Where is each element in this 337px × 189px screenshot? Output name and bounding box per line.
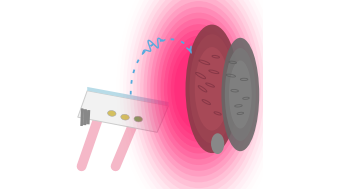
Ellipse shape bbox=[174, 47, 223, 130]
Ellipse shape bbox=[121, 114, 129, 120]
Ellipse shape bbox=[147, 1, 251, 177]
Ellipse shape bbox=[185, 25, 239, 153]
Ellipse shape bbox=[150, 7, 247, 171]
Ellipse shape bbox=[221, 38, 259, 151]
Ellipse shape bbox=[229, 60, 252, 129]
Ellipse shape bbox=[134, 116, 143, 122]
Ellipse shape bbox=[157, 18, 240, 159]
Ellipse shape bbox=[189, 34, 235, 143]
Ellipse shape bbox=[164, 30, 234, 148]
Ellipse shape bbox=[133, 0, 264, 189]
Ellipse shape bbox=[154, 13, 244, 165]
Ellipse shape bbox=[211, 133, 224, 154]
Ellipse shape bbox=[171, 41, 227, 136]
Ellipse shape bbox=[140, 0, 257, 188]
Ellipse shape bbox=[144, 0, 254, 182]
Ellipse shape bbox=[160, 24, 237, 153]
Ellipse shape bbox=[225, 48, 256, 141]
Ellipse shape bbox=[108, 111, 116, 116]
Ellipse shape bbox=[167, 36, 230, 142]
Ellipse shape bbox=[195, 47, 229, 131]
Polygon shape bbox=[78, 91, 168, 132]
Polygon shape bbox=[87, 87, 168, 106]
Ellipse shape bbox=[136, 0, 261, 189]
